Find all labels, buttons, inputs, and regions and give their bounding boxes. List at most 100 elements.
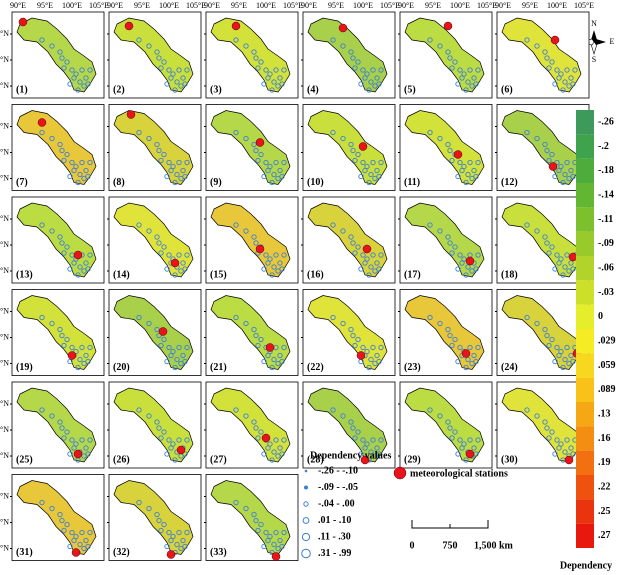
map-panel: (2) 90°E 95°E 100°E 105°E: [107, 1, 206, 99]
gauge-station: [279, 543, 285, 550]
gauge-station: [85, 173, 91, 180]
map-panel: (18): [495, 196, 590, 284]
gauge-station: [330, 407, 336, 413]
gauge-station: [552, 266, 558, 272]
gauge-station: [275, 268, 281, 274]
gauge-station: [271, 356, 277, 363]
gauge-station: [243, 135, 249, 142]
gauge-station: [546, 250, 552, 256]
gauge-station: [178, 545, 184, 552]
gauge-station: [255, 157, 261, 164]
gauge-station: [166, 252, 172, 258]
colorbar-swatch: [576, 475, 594, 500]
gauge-station: [87, 529, 93, 536]
gauge-station: [184, 437, 190, 443]
scale-label: 1,500 km: [474, 540, 514, 551]
gauge-station: [79, 437, 85, 443]
colorbar-label: 0: [598, 311, 603, 322]
gauge-station: [568, 167, 574, 174]
gauge-station: [549, 59, 555, 65]
gauge-station: [368, 449, 374, 455]
gauge-station: [340, 228, 346, 234]
panel-label: (2): [113, 84, 125, 95]
region: [307, 387, 388, 463]
gauge-station: [170, 71, 176, 77]
gauge-station: [71, 260, 77, 266]
gauge-station: [461, 163, 467, 170]
gauge-station: [255, 65, 261, 71]
gauge-station: [572, 67, 578, 73]
panel-label: (14): [113, 269, 130, 280]
longitude-label: 90°E: [301, 1, 317, 10]
colorbar-label: -.2: [598, 141, 609, 152]
gauge-station: [265, 167, 271, 174]
legend-symbol: [301, 548, 311, 559]
gauge-station: [64, 429, 70, 435]
meteorological-station: [564, 455, 574, 465]
gauge-station: [445, 141, 451, 148]
colorbar-label: -.09: [598, 238, 614, 249]
meteorological-station: [465, 449, 475, 459]
gauge-station: [161, 429, 167, 435]
gauge-station: [350, 55, 356, 61]
gauge-station: [534, 135, 540, 142]
gauge-station: [358, 451, 364, 457]
gauge-station: [370, 159, 376, 166]
gauge-station: [253, 147, 259, 154]
longitude-label: 95°E: [37, 1, 53, 10]
gauge-station: [564, 344, 570, 351]
gauge-station: [378, 252, 384, 258]
gauge-station: [233, 37, 239, 43]
meteorological-station: [453, 150, 463, 159]
meteorological-station: [465, 256, 475, 266]
panel-label: (11): [404, 177, 420, 188]
gauge-station: [161, 59, 167, 65]
longitude-label: 100°E: [353, 1, 373, 10]
map-panel: (12): [495, 104, 590, 191]
gauge-station: [267, 441, 273, 447]
gauge-station: [275, 175, 281, 182]
region: [113, 295, 194, 370]
gauge-station: [158, 527, 164, 534]
gauge-station: [164, 451, 170, 457]
colorbar-swatch: [576, 499, 594, 524]
gauge-station: [471, 445, 477, 451]
gauge-station: [164, 358, 170, 365]
gauge-station: [376, 358, 382, 365]
gauge-station: [49, 135, 55, 142]
gauge-station: [156, 517, 162, 524]
gauge-station: [273, 529, 279, 536]
gauge-station: [558, 256, 564, 262]
region: [16, 480, 97, 555]
gauge-station: [554, 437, 560, 443]
gauge-station: [348, 234, 354, 240]
gauge-station: [457, 437, 463, 443]
gauge-station: [182, 266, 188, 272]
gauge-station: [554, 159, 560, 166]
gauge-station: [372, 360, 378, 367]
map-panel: (1) 35°N 30°N 25°N 90°E 95°E 100°E 105°E: [0, 1, 109, 99]
gauge-station: [83, 260, 89, 266]
gauge-station: [164, 266, 170, 272]
gauge-station: [64, 521, 70, 528]
panel-label: (22): [307, 362, 324, 373]
meteorological-station: [37, 118, 47, 127]
gauge-station: [49, 228, 55, 234]
gauge-station: [534, 320, 540, 327]
gauge-station: [251, 326, 257, 333]
gauge-station: [243, 413, 249, 419]
gauge-station: [87, 67, 93, 73]
gauge-station: [154, 511, 160, 518]
gauge-station: [79, 529, 85, 536]
meteorological-station: [231, 21, 241, 31]
panel-label: (8): [113, 177, 125, 188]
gauge-station: [176, 67, 182, 73]
gauge-station: [473, 81, 479, 87]
panel-label: (9): [210, 177, 222, 188]
gauge-station: [355, 429, 361, 435]
gauge-station: [350, 425, 356, 431]
gauge-station: [81, 453, 87, 459]
gauge-station: [549, 151, 555, 158]
gauge-station: [552, 358, 558, 365]
gauge-station: [178, 175, 184, 182]
